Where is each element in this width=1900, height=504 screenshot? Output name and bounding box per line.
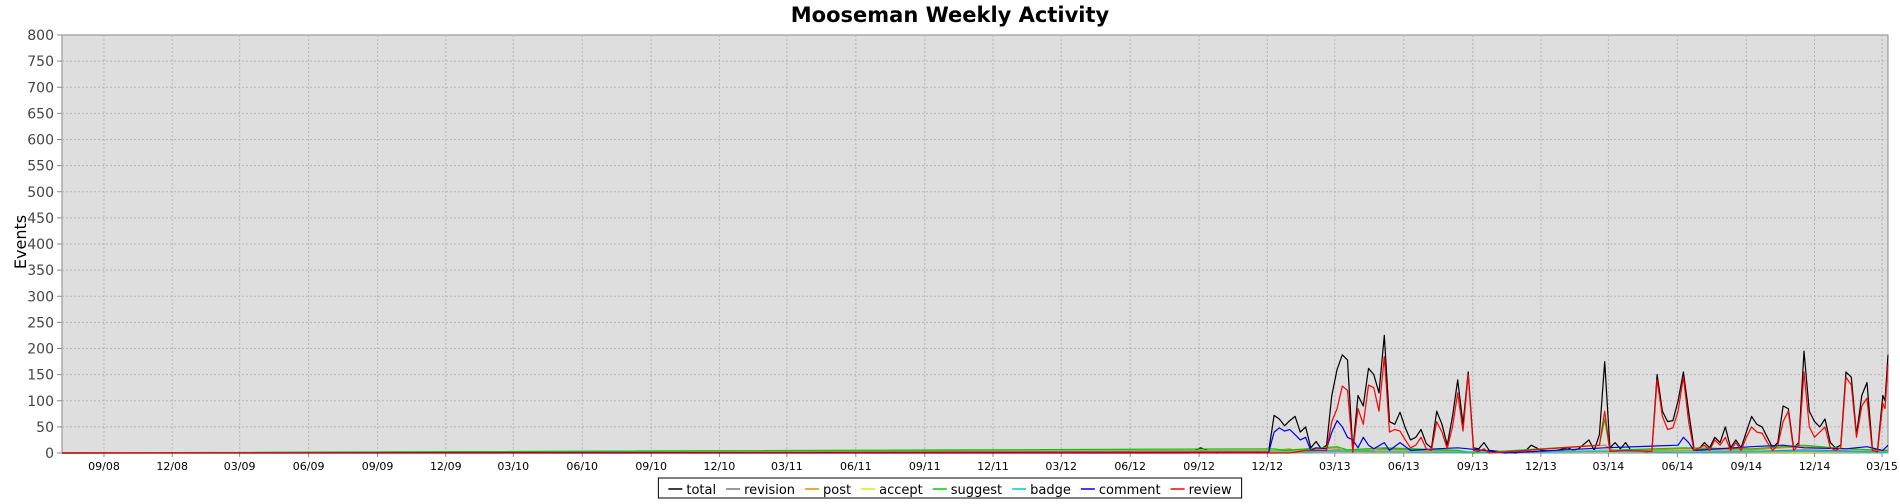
x-tick-label: 12/11	[977, 460, 1009, 473]
chart-title: Mooseman Weekly Activity	[791, 3, 1110, 27]
legend: total revision post accept suggest badge comme…	[657, 477, 1243, 499]
x-tick-label: 12/09	[430, 460, 462, 473]
x-tick-label: 03/10	[497, 460, 529, 473]
y-tick-label: 750	[27, 54, 54, 70]
x-tick-label: 12/08	[156, 460, 188, 473]
y-tick-label: 550	[27, 159, 54, 175]
y-tick-label: 650	[27, 106, 54, 122]
y-tick-label: 800	[27, 28, 54, 44]
x-axis-ticks: 09/08 12/08 03/09 06/09 09/09 12/09 03/10 06/10…	[88, 453, 1898, 473]
series-line-comment	[61, 420, 1889, 454]
x-tick-label: 06/12	[1114, 460, 1146, 473]
grid-lines	[62, 35, 1888, 453]
y-tick-label: 700	[27, 80, 54, 96]
x-tick-label: 03/11	[771, 460, 803, 473]
x-tick-label: 09/11	[909, 460, 941, 473]
legend-box	[657, 477, 1243, 499]
y-tick-label: 450	[27, 211, 54, 227]
x-tick-label: 06/11	[840, 460, 872, 473]
x-tick-label: 03/15	[1866, 460, 1898, 473]
x-tick-label: 09/13	[1457, 460, 1489, 473]
x-tick-label: 03/09	[224, 460, 256, 473]
x-tick-label: 06/14	[1662, 460, 1694, 473]
y-tick-label: 350	[27, 263, 54, 279]
x-tick-label: 09/14	[1730, 460, 1762, 473]
legend-label-revision: revision	[744, 483, 795, 498]
y-tick-label: 300	[27, 289, 54, 305]
x-tick-label: 09/12	[1183, 460, 1215, 473]
y-axis-label: Events	[11, 215, 30, 269]
x-tick-label: 03/12	[1045, 460, 1077, 473]
legend-label-comment: comment	[1099, 483, 1161, 498]
y-tick-label: 50	[36, 420, 54, 436]
y-tick-label: 100	[27, 394, 54, 410]
x-tick-label: 06/13	[1388, 460, 1420, 473]
y-tick-label: 0	[45, 446, 54, 462]
x-tick-label: 06/10	[566, 460, 598, 473]
legend-label-suggest: suggest	[951, 483, 1002, 498]
x-tick-label: 12/10	[704, 460, 736, 473]
x-tick-label: 12/13	[1525, 460, 1557, 473]
x-tick-label: 09/09	[362, 460, 394, 473]
x-tick-label: 03/13	[1319, 460, 1351, 473]
y-tick-label: 200	[27, 342, 54, 358]
legend-label-accept: accept	[879, 483, 923, 498]
legend-label-badge: badge	[1030, 483, 1071, 498]
y-tick-label: 400	[27, 237, 54, 253]
y-tick-label: 500	[27, 185, 54, 201]
y-tick-label: 250	[27, 315, 54, 331]
x-tick-label: 06/09	[293, 460, 325, 473]
x-tick-label: 12/12	[1251, 460, 1283, 473]
legend-label-review: review	[1189, 483, 1232, 498]
x-tick-label: 03/14	[1593, 460, 1625, 473]
legend-label-post: post	[823, 483, 851, 498]
series-line-review	[62, 355, 1889, 454]
y-tick-label: 600	[27, 133, 54, 149]
series-lines	[61, 334, 1889, 454]
x-tick-label: 09/10	[635, 460, 667, 473]
legend-label-total: total	[686, 483, 716, 498]
y-tick-label: 150	[27, 368, 54, 384]
x-tick-label: 09/08	[88, 460, 120, 473]
y-axis-ticks: 0 50 100 150 200 250 300 350 400 450 500 550 600 650 7…	[27, 28, 62, 462]
x-tick-label: 12/14	[1799, 460, 1831, 473]
